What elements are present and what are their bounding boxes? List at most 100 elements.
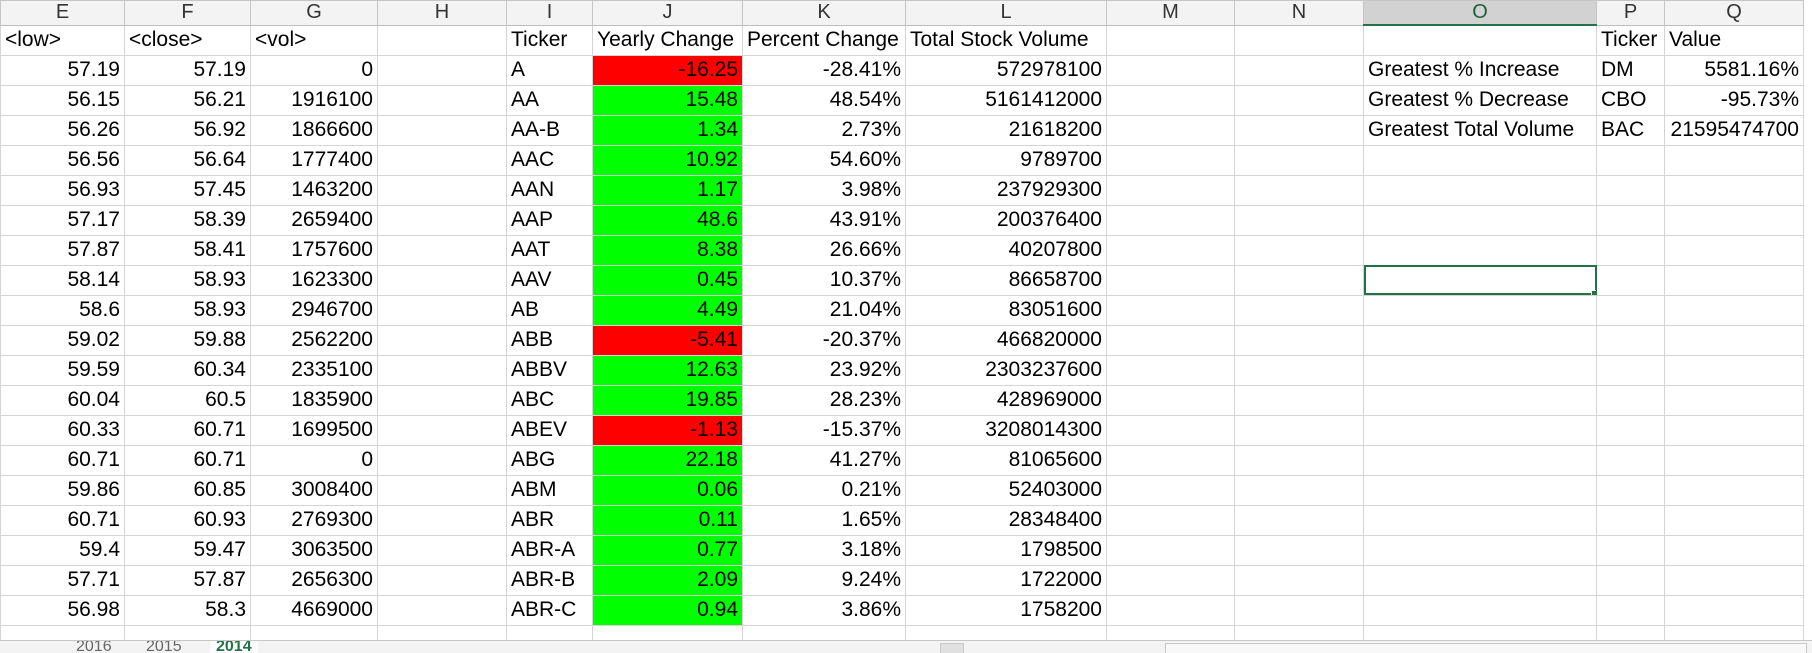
column-header[interactable]: G <box>250 0 378 26</box>
empty-cell[interactable] <box>1596 534 1665 566</box>
empty-cell[interactable] <box>1596 384 1665 416</box>
empty-cell[interactable] <box>1234 54 1364 86</box>
cell-close[interactable]: 60.71 <box>124 444 251 476</box>
cell-yearly-change[interactable]: -16.25 <box>592 54 743 86</box>
cell-close[interactable]: 59.88 <box>124 324 251 356</box>
empty-cell[interactable] <box>1664 204 1804 236</box>
empty-cell[interactable] <box>1664 534 1804 566</box>
empty-cell[interactable] <box>377 444 507 476</box>
cell-total-volume[interactable]: 466820000 <box>905 324 1107 356</box>
cell-vol[interactable]: 4669000 <box>250 594 378 626</box>
cell-vol[interactable]: 1835900 <box>250 384 378 416</box>
cell-total-volume[interactable]: 9789700 <box>905 144 1107 176</box>
empty-cell[interactable] <box>1106 384 1235 416</box>
cell-yearly-change[interactable]: 0.06 <box>592 474 743 506</box>
cell-close[interactable]: 60.5 <box>124 384 251 416</box>
empty-cell[interactable] <box>1106 594 1235 626</box>
empty-cell[interactable] <box>1363 234 1597 266</box>
empty-cell[interactable] <box>1234 294 1364 326</box>
column-header[interactable]: H <box>377 0 507 26</box>
empty-cell[interactable] <box>377 24 507 56</box>
empty-cell[interactable] <box>1596 624 1665 640</box>
empty-cell[interactable] <box>1234 354 1364 386</box>
cell-close[interactable]: 58.3 <box>124 594 251 626</box>
cell-total-volume[interactable]: 1798500 <box>905 534 1107 566</box>
cell-vol[interactable]: 3008400 <box>250 474 378 506</box>
cell-low[interactable]: 57.17 <box>0 204 125 236</box>
empty-cell[interactable] <box>377 174 507 206</box>
cell-vol[interactable]: 0 <box>250 54 378 86</box>
empty-cell[interactable] <box>1363 534 1597 566</box>
cell-low[interactable]: 57.19 <box>0 54 125 86</box>
cell-low[interactable]: 56.93 <box>0 174 125 206</box>
empty-cell[interactable] <box>1234 24 1364 56</box>
cell-vol[interactable]: 2335100 <box>250 354 378 386</box>
empty-cell[interactable] <box>1106 294 1235 326</box>
column-header[interactable]: Q <box>1664 0 1804 26</box>
empty-cell[interactable] <box>742 624 906 640</box>
cell-ticker[interactable]: AAC <box>506 144 593 176</box>
empty-cell[interactable] <box>1664 474 1804 506</box>
cell-close[interactable]: 60.85 <box>124 474 251 506</box>
cell-close[interactable]: 57.45 <box>124 174 251 206</box>
empty-cell[interactable] <box>1234 414 1364 446</box>
cell-close[interactable]: 57.87 <box>124 564 251 596</box>
header-close[interactable]: <close> <box>124 24 251 56</box>
cell-total-volume[interactable]: 83051600 <box>905 294 1107 326</box>
empty-cell[interactable] <box>1596 474 1665 506</box>
empty-cell[interactable] <box>377 294 507 326</box>
empty-cell[interactable] <box>1234 324 1364 356</box>
cell-yearly-change[interactable]: 4.49 <box>592 294 743 326</box>
empty-cell[interactable] <box>1234 534 1364 566</box>
cell-yearly-change[interactable]: 2.09 <box>592 564 743 596</box>
empty-cell[interactable] <box>1363 474 1597 506</box>
cell-low[interactable]: 60.33 <box>0 414 125 446</box>
empty-cell[interactable] <box>0 624 125 640</box>
header-summary-ticker[interactable]: Ticker <box>1596 24 1665 56</box>
cell-ticker[interactable]: ABEV <box>506 414 593 446</box>
empty-cell[interactable] <box>377 54 507 86</box>
cell-low[interactable]: 60.04 <box>0 384 125 416</box>
cell-percent-change[interactable]: 43.91% <box>742 204 906 236</box>
empty-cell[interactable] <box>1596 594 1665 626</box>
cell-close[interactable]: 56.21 <box>124 84 251 116</box>
empty-cell[interactable] <box>1664 354 1804 386</box>
cell-low[interactable]: 57.87 <box>0 234 125 266</box>
summary-value[interactable]: 5581.16% <box>1664 54 1804 86</box>
cell-vol[interactable]: 1623300 <box>250 264 378 296</box>
cell-percent-change[interactable]: 3.98% <box>742 174 906 206</box>
cell-percent-change[interactable]: 0.21% <box>742 474 906 506</box>
header-summary-value[interactable]: Value <box>1664 24 1804 56</box>
sheet-tab-2016[interactable]: 2016 <box>76 641 112 653</box>
cell-yearly-change[interactable]: 1.34 <box>592 114 743 146</box>
cell-vol[interactable]: 1777400 <box>250 144 378 176</box>
cell-total-volume[interactable]: 3208014300 <box>905 414 1107 446</box>
empty-cell[interactable] <box>377 234 507 266</box>
empty-cell[interactable] <box>1106 414 1235 446</box>
empty-cell[interactable] <box>1106 474 1235 506</box>
empty-cell[interactable] <box>1234 234 1364 266</box>
cell-percent-change[interactable]: 2.73% <box>742 114 906 146</box>
cell-low[interactable]: 58.14 <box>0 264 125 296</box>
cell-ticker[interactable]: AB <box>506 294 593 326</box>
empty-cell[interactable] <box>1106 504 1235 536</box>
cell-percent-change[interactable]: -20.37% <box>742 324 906 356</box>
cell-total-volume[interactable]: 1758200 <box>905 594 1107 626</box>
empty-cell[interactable] <box>1664 294 1804 326</box>
cell-close[interactable]: 58.93 <box>124 294 251 326</box>
empty-cell[interactable] <box>1664 564 1804 596</box>
empty-cell[interactable] <box>1596 564 1665 596</box>
cell-yearly-change[interactable]: -5.41 <box>592 324 743 356</box>
empty-cell[interactable] <box>592 624 743 640</box>
cell-yearly-change[interactable]: 12.63 <box>592 354 743 386</box>
cell-close[interactable]: 56.92 <box>124 114 251 146</box>
cell-close[interactable]: 60.34 <box>124 354 251 386</box>
cell-percent-change[interactable]: 3.86% <box>742 594 906 626</box>
empty-cell[interactable] <box>1363 294 1597 326</box>
summary-ticker[interactable]: BAC <box>1596 114 1665 146</box>
cell-low[interactable]: 59.86 <box>0 474 125 506</box>
cell-yearly-change[interactable]: 19.85 <box>592 384 743 416</box>
empty-cell[interactable] <box>1106 264 1235 296</box>
empty-cell[interactable] <box>1664 504 1804 536</box>
cell-low[interactable]: 60.71 <box>0 504 125 536</box>
